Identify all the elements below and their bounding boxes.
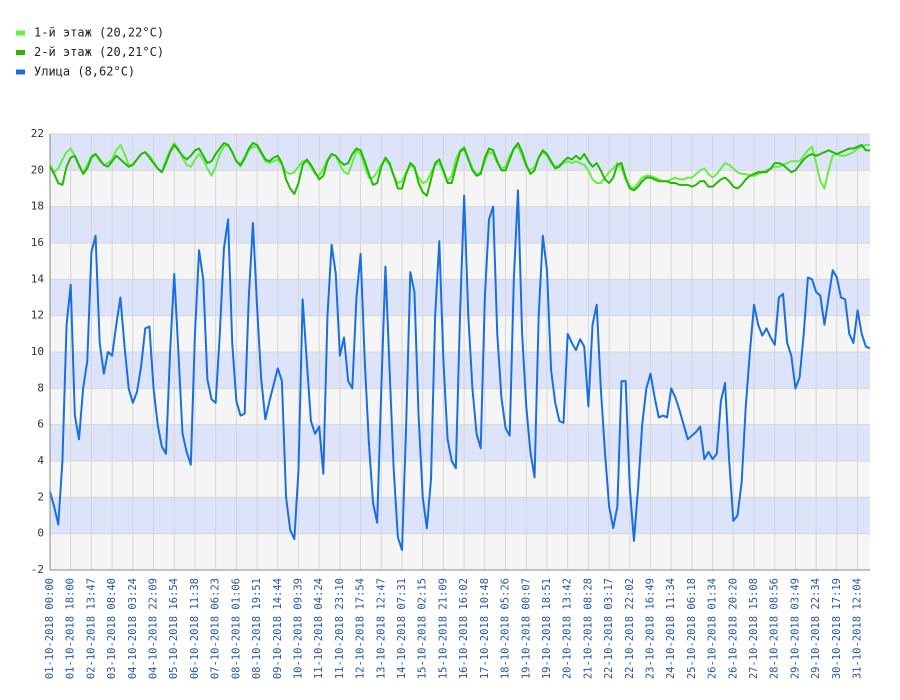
legend-swatch [16,69,25,75]
x-tick-label: 28-10-2018 08:56 [769,578,781,679]
x-tick-label: 11-10-2018 04:24 [313,578,325,679]
band [50,206,870,243]
band [50,424,870,461]
x-tick-label: 29-10-2018 03:49 [789,578,801,679]
x-tick-label: 08-10-2018 19:51 [251,578,263,679]
y-tick-label: 14 [31,272,45,285]
x-tick-label: 18-10-2018 05:26 [500,578,512,679]
y-tick-label: 20 [31,163,44,176]
y-tick-label: -2 [31,563,44,576]
x-tick-label: 14-10-2018 07:31 [396,578,408,679]
x-tick-label: 05-10-2018 16:54 [168,578,180,679]
x-tick-label: 09-10-2018 14:44 [272,578,284,679]
y-tick-label: 0 [37,527,44,540]
x-tick-label: 15-10-2018 02:15 [417,578,429,679]
x-tick-label: 06-10-2018 11:38 [189,578,201,679]
band [50,461,870,498]
legend-label: Улица (8,62°C) [34,65,135,79]
y-tick-label: 8 [37,381,44,394]
y-tick-label: 22 [31,127,44,140]
x-tick-label: 10-10-2018 09:39 [292,578,304,679]
y-tick-label: 18 [31,200,44,213]
x-tick-label: 12-10-2018 17:54 [355,578,367,679]
x-tick-label: 01-10-2018 00:00 [44,578,56,679]
lines [49,142,871,552]
series-line [49,142,870,197]
x-tick-label: 02-10-2018 13:47 [85,578,97,679]
x-tick-label: 23-10-2018 16:49 [645,578,657,679]
y-tick-label: 10 [31,345,44,358]
x-tick-label: 11-10-2018 23:10 [334,578,346,679]
x-tick-label: 27-10-2018 15:08 [748,578,760,679]
band [50,170,870,207]
x-tick-label: 22-10-2018 03:17 [603,578,615,679]
x-tick-label: 04-10-2018 22:09 [148,578,160,679]
y-tick-label: 2 [37,490,44,503]
band [50,243,870,280]
x-tick-label: 13-10-2018 12:47 [375,578,387,679]
x-tick-label: 26-10-2018 20:20 [727,578,739,679]
band [50,533,870,570]
legend-swatch [16,30,25,36]
x-tick-label: 04-10-2018 03:24 [127,578,139,679]
x-tick-label: 19-10-2018 18:51 [541,578,553,679]
y-tick-label: 6 [37,418,44,431]
band [50,497,870,534]
x-tick-label: 21-10-2018 08:28 [582,578,594,679]
x-tick-label: 26-10-2018 01:34 [707,578,719,679]
series-line [49,189,871,552]
y-tick-label: 4 [37,454,44,467]
x-tick-label: 15-10-2018 21:09 [437,578,449,679]
x-tick-label: 03-10-2018 08:40 [106,578,118,679]
axes: -2 0 2 4 6 8 10 12 14 16 18 20 22 01-10-2018 00:00 01-… [31,127,870,679]
legend: 1-й этаж (20,22°C) 2-й этаж (20,21°C) Улиц… [16,26,164,79]
y-tick-label: 16 [31,236,44,249]
x-tick-label: 20-10-2018 13:42 [562,578,574,679]
series-line [49,142,870,190]
legend-swatch [16,50,25,55]
x-tick-label: 19-10-2018 00:07 [520,578,532,679]
x-tick-label: 07-10-2018 06:23 [210,578,222,679]
x-tick-label: 01-10-2018 18:00 [65,578,77,679]
x-tick-label: 24-10-2018 11:34 [665,578,677,679]
x-tick-label: 17-10-2018 10:48 [479,578,491,679]
x-tick-label: 31-10-2018 12:04 [852,578,864,679]
x-tick-label: 16-10-2018 16:02 [458,578,470,679]
legend-label: 2-й этаж (20,21°C) [34,45,164,59]
x-tick-label: 29-10-2018 22:34 [810,578,822,679]
x-tick-label: 30-10-2018 17:19 [831,578,843,679]
y-tick-label: 12 [31,309,44,322]
x-tick-label: 22-10-2018 22:02 [624,578,636,679]
x-tick-label: 08-10-2018 01:06 [230,578,242,679]
x-tick-label: 25-10-2018 06:18 [686,578,698,679]
legend-label: 1-й этаж (20,22°C) [34,26,164,40]
